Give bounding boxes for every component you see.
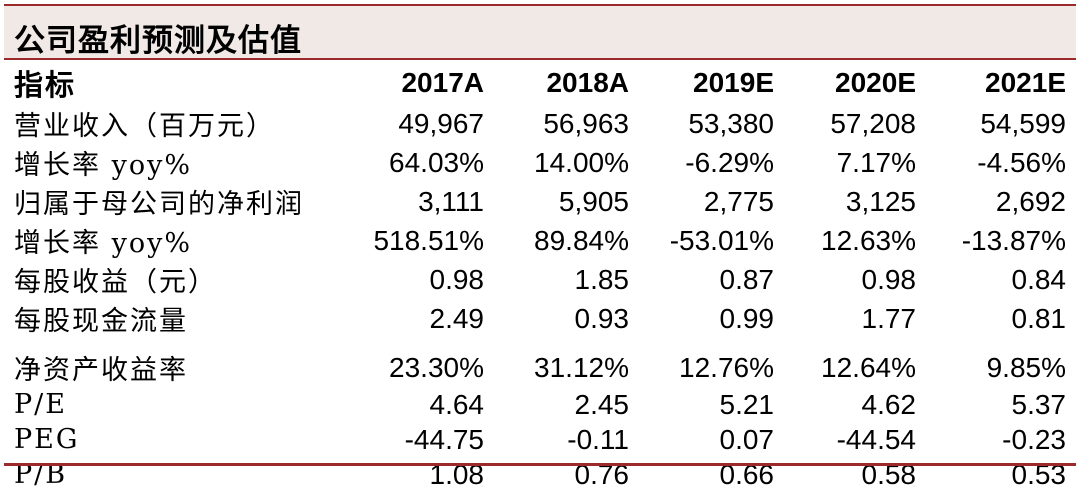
bottom-rule — [4, 463, 1076, 466]
forecast-table: 指标 2017A 2018A 2019E 2020E 2021E 营业收入（百万… — [4, 62, 1076, 492]
table-cell: 0.87 — [719, 263, 775, 295]
table-cell: -0.11 — [567, 423, 629, 455]
table-cell: 3,111 — [418, 185, 484, 217]
table-cell: 49,967 — [398, 107, 484, 139]
table-cell: 0.84 — [1011, 263, 1067, 295]
table-cell: 14.00% — [534, 146, 629, 178]
table-cell: 1.85 — [574, 263, 630, 295]
table-cell: 56,963 — [543, 107, 629, 139]
table-header-row: 指标 2017A 2018A 2019E 2020E 2021E — [4, 62, 1076, 104]
table-cell: 9.85% — [986, 351, 1066, 383]
table-row: 每股收益（元） 0.98 1.85 0.87 0.98 0.84 — [4, 260, 1076, 299]
table-cell: -0.23 — [1002, 423, 1066, 455]
table-cell: 12.76% — [679, 351, 774, 383]
table-cell: 23.30% — [389, 351, 484, 383]
row-label: 每股现金流量 — [14, 306, 188, 337]
table-cell: -4.56% — [977, 146, 1066, 178]
table-cell: 4.64 — [429, 388, 485, 420]
table-cell: 2,775 — [703, 185, 774, 217]
row-label: P/E — [14, 389, 67, 420]
table-cell: -13.87% — [961, 224, 1066, 256]
table-cell: 31.12% — [534, 351, 629, 383]
table-cell: 2.49 — [429, 302, 485, 334]
table-cell: 2.45 — [574, 388, 630, 420]
row-label: PEG — [14, 424, 80, 455]
row-label: 增长率 yoy% — [14, 228, 192, 259]
table-cell: 5,905 — [558, 185, 629, 217]
table-cell: 53,380 — [688, 107, 774, 139]
table-cell: -53.01% — [669, 224, 774, 256]
table-cell: 5.21 — [719, 388, 775, 420]
table-row: 增长率 yoy% 64.03% 14.00% -6.29% 7.17% -4.5… — [4, 143, 1076, 182]
row-label: 每股收益（元） — [14, 267, 217, 298]
table-cell: -44.54 — [836, 423, 916, 455]
row-label: 增长率 yoy% — [14, 150, 192, 181]
column-header: 2020E — [835, 67, 916, 98]
table-cell: 89.84% — [534, 224, 629, 256]
table-cell: 5.37 — [1011, 388, 1067, 420]
table-cell: -6.29% — [685, 146, 774, 178]
table-cell: 0.81 — [1011, 302, 1067, 334]
table-cell: 4.62 — [861, 388, 917, 420]
table-cell: 0.99 — [719, 302, 775, 334]
row-label: 营业收入（百万元） — [14, 111, 275, 142]
table-cell: 0.98 — [429, 263, 485, 295]
table-cell: 0.07 — [719, 423, 775, 455]
table-cell: 1.77 — [861, 302, 917, 334]
table-row: 每股现金流量 2.49 0.93 0.99 1.77 0.81 — [4, 299, 1076, 338]
table-cell: -44.75 — [404, 423, 484, 455]
table-row: 营业收入（百万元） 49,967 56,963 53,380 57,208 54… — [4, 104, 1076, 143]
table-cell: 7.17% — [836, 146, 916, 178]
table-cell: 518.51% — [373, 224, 484, 256]
table-row: 增长率 yoy% 518.51% 89.84% -53.01% 12.63% -… — [4, 221, 1076, 260]
table-cell: 12.63% — [821, 224, 916, 256]
title-bar: 公司盈利预测及估值 — [4, 4, 1076, 60]
table-cell: 54,599 — [980, 107, 1066, 139]
table-cell: 0.93 — [574, 302, 630, 334]
table-cell: 64.03% — [389, 146, 484, 178]
row-label: 归属于母公司的净利润 — [14, 189, 304, 220]
column-header: 2021E — [985, 67, 1066, 98]
table-cell: 0.98 — [861, 263, 917, 295]
table-row: P/E 4.64 2.45 5.21 4.62 5.37 — [4, 387, 1076, 422]
table-row: 净资产收益率 23.30% 31.12% 12.76% 12.64% 9.85% — [4, 338, 1076, 387]
column-header: 2017A — [401, 67, 484, 98]
table-cell: 2,692 — [995, 185, 1066, 217]
table-cell: 12.64% — [821, 351, 916, 383]
table-cell: 57,208 — [830, 107, 916, 139]
table-cell: 3,125 — [845, 185, 916, 217]
column-header: 指标 — [14, 70, 77, 102]
column-header: 2019E — [693, 67, 774, 98]
row-label: 净资产收益率 — [14, 355, 188, 386]
column-header: 2018A — [546, 67, 629, 98]
page-title: 公司盈利预测及估值 — [14, 23, 302, 59]
table-row: PEG -44.75 -0.11 0.07 -44.54 -0.23 — [4, 422, 1076, 457]
table-row: 归属于母公司的净利润 3,111 5,905 2,775 3,125 2,692 — [4, 182, 1076, 221]
